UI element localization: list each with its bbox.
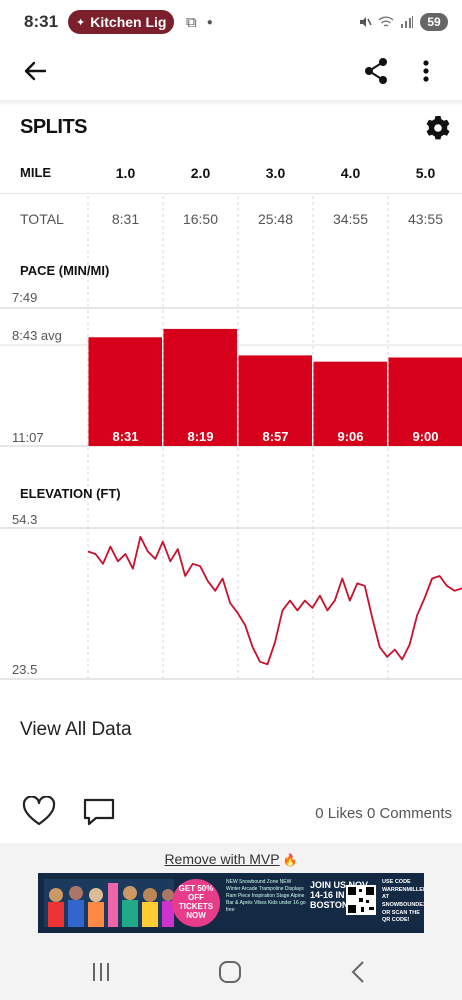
ad-code-text: USE CODE WARRENMILLER AT SNOWBOUNDEXPO.C… (382, 879, 424, 924)
table-header-row: MILE 1.0 2.0 3.0 4.0 5.0 (0, 152, 462, 194)
pace-chart: 7:49 8:43 avg 11:07 8:31 8:19 8:57 9:06 9:00 (0, 290, 462, 447)
more-vert-icon[interactable] (414, 56, 438, 86)
pace-top-tick: 7:49 (12, 290, 37, 305)
dot-icon: ● (206, 16, 213, 28)
status-icons: 59 (358, 13, 448, 31)
recent-apps-icon[interactable] (86, 959, 116, 985)
total-cell: 43:55 (407, 211, 444, 227)
notification-pill[interactable]: ✦ Kitchen Lig (68, 10, 175, 34)
pace-bar (313, 361, 387, 446)
total-cell: 8:31 (111, 211, 140, 227)
app-bar-shadow (0, 100, 462, 106)
mile-header: MILE (20, 165, 52, 180)
system-nav-bar (0, 943, 462, 1000)
share-icon[interactable] (362, 56, 390, 86)
pace-bar (388, 357, 462, 446)
mile-cell: 5.0 (415, 164, 436, 181)
pace-bar-label: 9:00 (412, 429, 438, 444)
ad-banner[interactable]: GET 50% OFF TICKETS NOW NEW Snowbound Zo… (38, 873, 424, 933)
ad-people-image (44, 879, 174, 927)
pace-bar-label: 8:57 (262, 429, 288, 444)
elevation-bottom-tick: 23.5 (12, 662, 37, 677)
qr-code-icon (346, 885, 376, 915)
pace-bar (163, 328, 237, 446)
gear-icon[interactable] (424, 114, 452, 142)
total-cell: 16:50 (182, 211, 219, 227)
pace-avg-tick: 8:43 avg (12, 328, 62, 343)
comment-icon[interactable] (82, 796, 116, 828)
status-time: 8:31 (24, 12, 59, 31)
notification-label: Kitchen Lig (90, 14, 167, 30)
pace-bar-label: 8:19 (187, 429, 213, 444)
view-all-data-link[interactable]: View All Data (20, 719, 132, 740)
splits-table: MILE 1.0 2.0 3.0 4.0 5.0 TOTAL 8:31 16:5… (0, 152, 462, 244)
signal-icon (401, 16, 413, 28)
ad-join-text: JOIN US NOV 14-16 IN BOSTON (310, 880, 369, 910)
ad-feature-list: NEW Snowbound Zone NEW Winter Arcade Tra… (226, 879, 306, 913)
flame-icon: 🔥 (282, 853, 298, 867)
pace-bottom-tick: 11:07 (12, 430, 44, 445)
table-total-row: TOTAL 8:31 16:50 25:48 34:55 43:55 (0, 194, 462, 244)
total-cell: 25:48 (257, 211, 294, 227)
wifi-icon (378, 16, 394, 27)
elevation-chart-title: ELEVATION (FT) (20, 486, 121, 501)
total-header: TOTAL (20, 211, 64, 227)
screenshot-icon: ⧉ (186, 13, 197, 31)
pace-bar-label: 8:31 (112, 429, 138, 444)
pace-bar-label: 9:06 (337, 429, 363, 444)
likes-comments-count[interactable]: 0 Likes 0 Comments (315, 805, 452, 822)
back-arrow-icon[interactable] (20, 56, 50, 86)
remove-ads-label: Remove with MVP (164, 851, 280, 867)
mute-icon (360, 17, 372, 27)
battery-badge: 59 (420, 13, 448, 31)
back-nav-icon[interactable] (344, 959, 374, 985)
mile-cell: 2.0 (190, 164, 211, 181)
remove-ads-link[interactable]: Remove with MVP 🔥 (0, 851, 462, 867)
mile-cell: 1.0 (115, 164, 136, 181)
pace-chart-title: PACE (MIN/MI) (20, 263, 110, 278)
elevation-line (87, 535, 462, 666)
ad-discount-badge: GET 50% OFF TICKETS NOW (172, 879, 220, 927)
splits-title: SPLITS (20, 116, 88, 138)
total-cell: 34:55 (332, 211, 369, 227)
status-bar: 8:31 ✦ Kitchen Lig ⧉ ● 59 (0, 0, 462, 44)
elevation-chart: 54.3 23.5 (0, 512, 462, 680)
mile-cell: 4.0 (340, 164, 361, 181)
ad-area: Remove with MVP 🔥 GET 50% OFF TICKETS NOW… (0, 843, 462, 943)
smart-home-icon: ✦ (76, 16, 86, 29)
pace-bar (88, 337, 162, 446)
app-bar (0, 44, 462, 100)
elevation-top-tick: 54.3 (12, 512, 37, 527)
mile-cell: 3.0 (265, 164, 286, 181)
heart-icon[interactable] (22, 796, 56, 828)
pace-bar (238, 355, 312, 446)
home-icon[interactable] (215, 959, 245, 985)
